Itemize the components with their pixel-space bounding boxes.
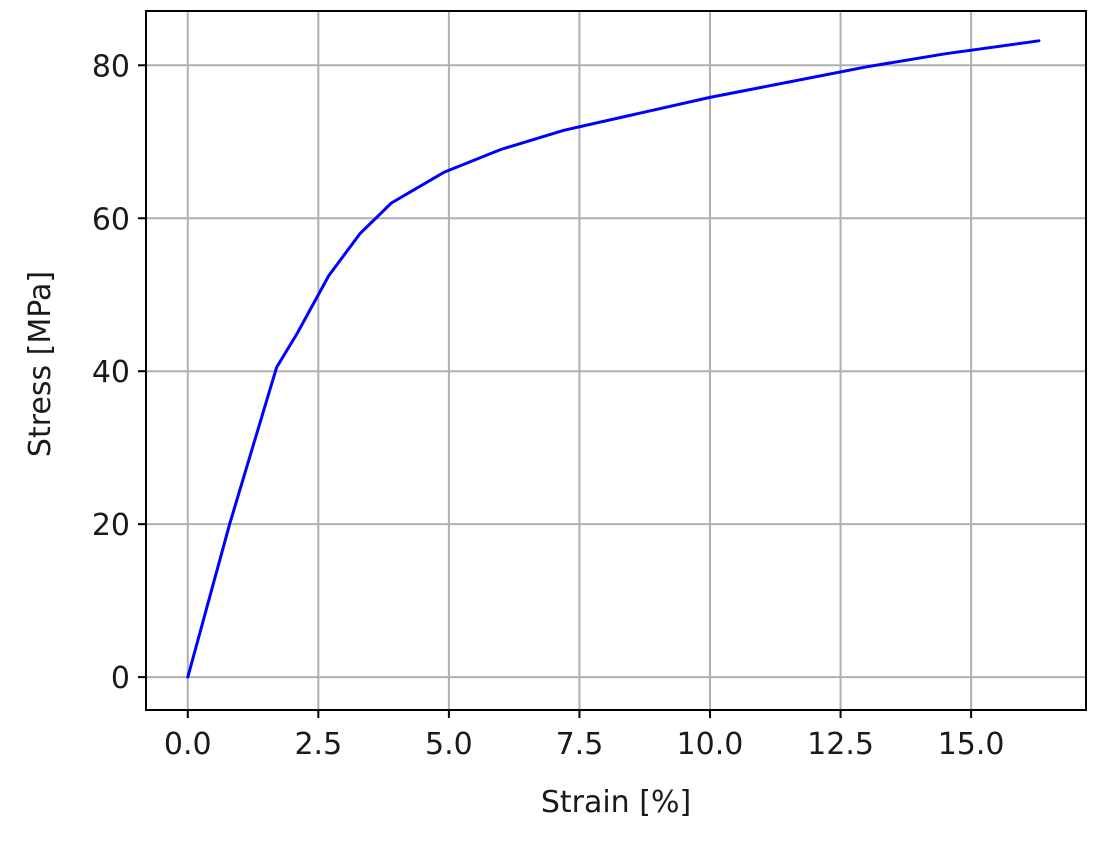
y-axis-label: Stress [MPa] bbox=[23, 271, 58, 457]
y-tick-label: 20 bbox=[92, 508, 130, 543]
x-tick-label: 2.5 bbox=[294, 727, 342, 762]
y-tick-label: 0 bbox=[111, 661, 130, 696]
x-tick-label: 10.0 bbox=[677, 727, 744, 762]
y-tick-label: 40 bbox=[92, 355, 130, 390]
x-axis-label: Strain [%] bbox=[541, 785, 691, 820]
x-tick-label: 12.5 bbox=[807, 727, 874, 762]
x-tick-label: 5.0 bbox=[425, 727, 473, 762]
series-line bbox=[186, 39, 1041, 679]
y-tick-label: 60 bbox=[92, 202, 130, 237]
x-tick-label: 7.5 bbox=[556, 727, 604, 762]
x-tick-label: 0.0 bbox=[164, 727, 212, 762]
y-tick-label: 80 bbox=[92, 49, 130, 84]
grid bbox=[146, 11, 1086, 710]
ticks: 0.0 2.5 5.0 7.5 10.0 12.5 15.0 0 20 40 60 80 bbox=[92, 49, 1005, 762]
plot-frame bbox=[145, 10, 1087, 711]
series-layer bbox=[186, 39, 1041, 679]
x-tick-label: 15.0 bbox=[938, 727, 1005, 762]
